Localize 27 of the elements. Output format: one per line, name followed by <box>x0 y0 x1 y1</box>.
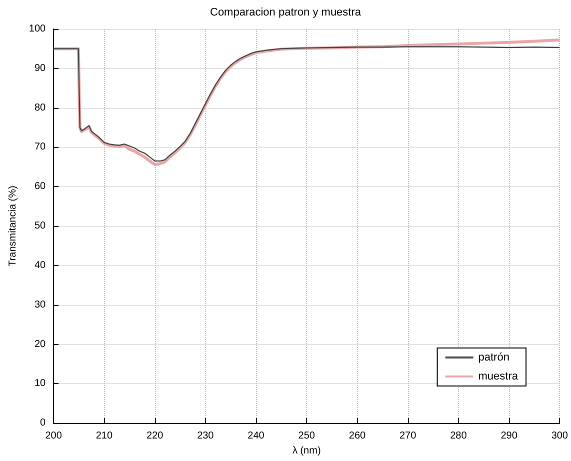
y-tick-label: 10 <box>34 378 46 390</box>
y-tick-label: 40 <box>34 260 46 271</box>
x-tick-label: 250 <box>298 430 316 442</box>
y-tick-label: 30 <box>34 299 46 310</box>
y-tick-label: 80 <box>34 102 46 114</box>
y-tick-label: 90 <box>34 62 46 74</box>
legend-label: muestra <box>478 370 519 382</box>
y-tick-label: 0 <box>40 418 46 429</box>
x-tick-label: 200 <box>45 430 62 442</box>
y-tick-label: 60 <box>34 181 46 192</box>
x-tick-label: 220 <box>146 430 164 442</box>
x-tick-label: 300 <box>551 430 568 442</box>
y-axis-title: Transmitancia (%) <box>8 186 18 266</box>
x-tick-label: 290 <box>500 430 518 442</box>
chart-title: Comparacion patron y muestra <box>210 6 362 18</box>
x-tick-label: 240 <box>248 430 265 442</box>
legend-label: patrón <box>478 352 510 364</box>
x-tick-label: 210 <box>96 430 113 442</box>
x-tick-label: 280 <box>450 430 468 442</box>
y-tick-label: 50 <box>34 220 46 232</box>
y-tick-label: 100 <box>28 24 46 34</box>
y-tick-label: 20 <box>34 338 46 350</box>
x-tick-label: 230 <box>197 430 214 442</box>
y-tick-label: 70 <box>34 142 46 153</box>
x-tick-label: 260 <box>348 430 366 442</box>
x-axis-title: λ (nm) <box>292 446 321 456</box>
x-tick-label: 270 <box>399 430 417 442</box>
